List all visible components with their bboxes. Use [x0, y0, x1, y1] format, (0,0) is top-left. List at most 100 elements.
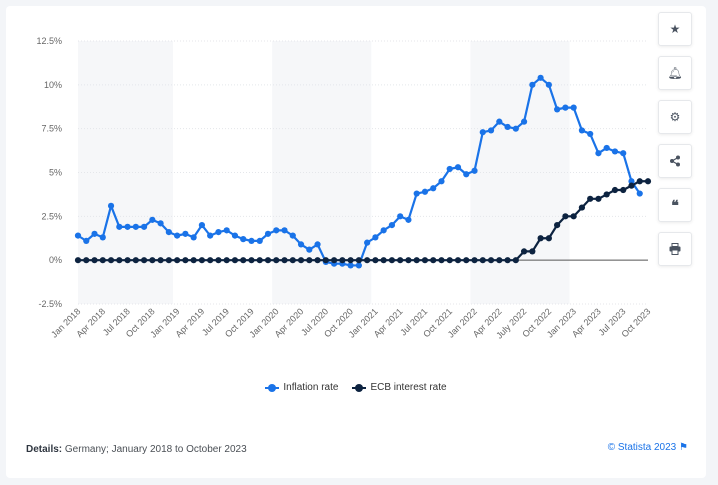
cite-button[interactable]: ❝ [658, 188, 692, 222]
data-point-inflation [496, 118, 503, 125]
data-point-ecb [512, 257, 519, 264]
details-label: Details: [26, 444, 63, 455]
data-point-ecb [107, 257, 115, 264]
favorite-button[interactable]: ★ [658, 12, 692, 46]
data-point-ecb [545, 235, 552, 242]
data-point-ecb [372, 257, 379, 264]
data-point-ecb [273, 257, 280, 264]
data-point-inflation [215, 229, 222, 236]
data-point-ecb [471, 257, 478, 264]
data-point-inflation [628, 178, 635, 185]
legend-label-ecb: ECB interest rate [370, 382, 447, 393]
data-point-ecb [264, 257, 272, 264]
data-point-ecb [314, 257, 321, 264]
star-icon: ★ [669, 22, 681, 36]
share-button[interactable] [658, 144, 692, 178]
data-point-ecb [562, 213, 569, 220]
data-point-inflation [397, 213, 404, 220]
data-point-inflation [595, 150, 602, 157]
data-point-inflation [364, 239, 371, 246]
data-point-ecb [405, 257, 412, 264]
bell-icon: 🔔︎ [667, 66, 683, 80]
data-point-ecb [529, 248, 536, 255]
legend-item-ecb[interactable]: ECB interest rate [352, 382, 447, 393]
details-note: Details: Germany; January 2018 to Octobe… [26, 444, 247, 455]
data-point-inflation [611, 148, 619, 155]
data-point-ecb [182, 257, 189, 264]
data-point-ecb [240, 257, 247, 264]
data-point-inflation [207, 232, 214, 239]
data-point-inflation [264, 230, 272, 237]
data-point-inflation [273, 227, 280, 234]
data-point-inflation [413, 190, 420, 197]
print-button[interactable] [658, 232, 692, 266]
data-point-inflation [487, 127, 495, 134]
details-text: Germany; January 2018 to October 2023 [64, 444, 247, 455]
data-point-inflation [124, 223, 131, 230]
legend: Inflation rate ECB interest rate [6, 382, 706, 393]
data-point-ecb [504, 257, 511, 264]
data-point-inflation [74, 232, 82, 239]
data-point-ecb [124, 257, 131, 264]
data-point-inflation [372, 234, 379, 241]
data-point-ecb [446, 257, 453, 264]
y-tick-label: 7.5% [41, 124, 62, 134]
data-point-inflation [512, 125, 519, 132]
data-point-inflation [149, 216, 156, 223]
data-point-inflation [587, 130, 594, 138]
data-point-ecb [554, 222, 561, 229]
data-point-ecb [628, 182, 635, 189]
data-point-ecb [537, 235, 544, 242]
copyright-link[interactable]: © Statista 2023 ⚑ [608, 442, 688, 453]
data-point-inflation [463, 171, 470, 178]
data-point-ecb [388, 257, 396, 264]
series-line-ecb [78, 180, 648, 262]
data-point-ecb [83, 257, 90, 264]
y-tick-label: 2.5% [41, 211, 62, 221]
data-point-ecb [297, 257, 305, 264]
data-point-inflation [182, 230, 189, 237]
data-point-inflation [256, 237, 263, 244]
data-point-inflation [165, 229, 172, 236]
data-point-inflation [198, 222, 206, 229]
data-point-inflation [545, 81, 552, 88]
legend-item-inflation[interactable]: Inflation rate [265, 382, 338, 393]
data-point-ecb [74, 257, 82, 264]
data-point-ecb [611, 186, 619, 194]
settings-button[interactable]: ⚙ [658, 100, 692, 134]
data-point-inflation [570, 104, 577, 111]
data-point-ecb [306, 257, 313, 264]
data-point-ecb [570, 213, 577, 220]
gear-icon: ⚙ [669, 110, 681, 124]
data-point-ecb [636, 178, 643, 185]
data-point-inflation [520, 118, 528, 125]
data-point-ecb [520, 248, 528, 255]
data-point-inflation [603, 144, 610, 152]
data-point-inflation [554, 106, 561, 113]
data-point-ecb [256, 257, 263, 264]
data-point-ecb [620, 186, 627, 194]
notification-button[interactable]: 🔔︎ [658, 56, 692, 90]
data-point-inflation [421, 188, 429, 195]
data-point-inflation [471, 167, 478, 174]
data-point-inflation [504, 123, 511, 131]
data-point-inflation [529, 81, 536, 88]
data-point-inflation [240, 236, 247, 243]
data-point-inflation [174, 232, 181, 239]
y-tick-label: 5% [49, 168, 62, 178]
data-point-ecb [430, 257, 437, 264]
data-point-inflation [281, 227, 288, 234]
data-point-ecb [231, 257, 239, 264]
legend-label-inflation: Inflation rate [283, 382, 339, 393]
data-point-ecb [438, 257, 445, 264]
data-point-ecb [281, 257, 288, 264]
flag-icon: ⚑ [679, 442, 688, 453]
data-point-inflation [116, 223, 123, 230]
data-point-ecb [603, 191, 610, 198]
data-point-ecb [397, 257, 404, 264]
data-point-inflation [91, 230, 98, 237]
data-point-ecb [140, 257, 148, 264]
data-point-ecb [421, 257, 429, 264]
data-point-ecb [339, 257, 346, 264]
